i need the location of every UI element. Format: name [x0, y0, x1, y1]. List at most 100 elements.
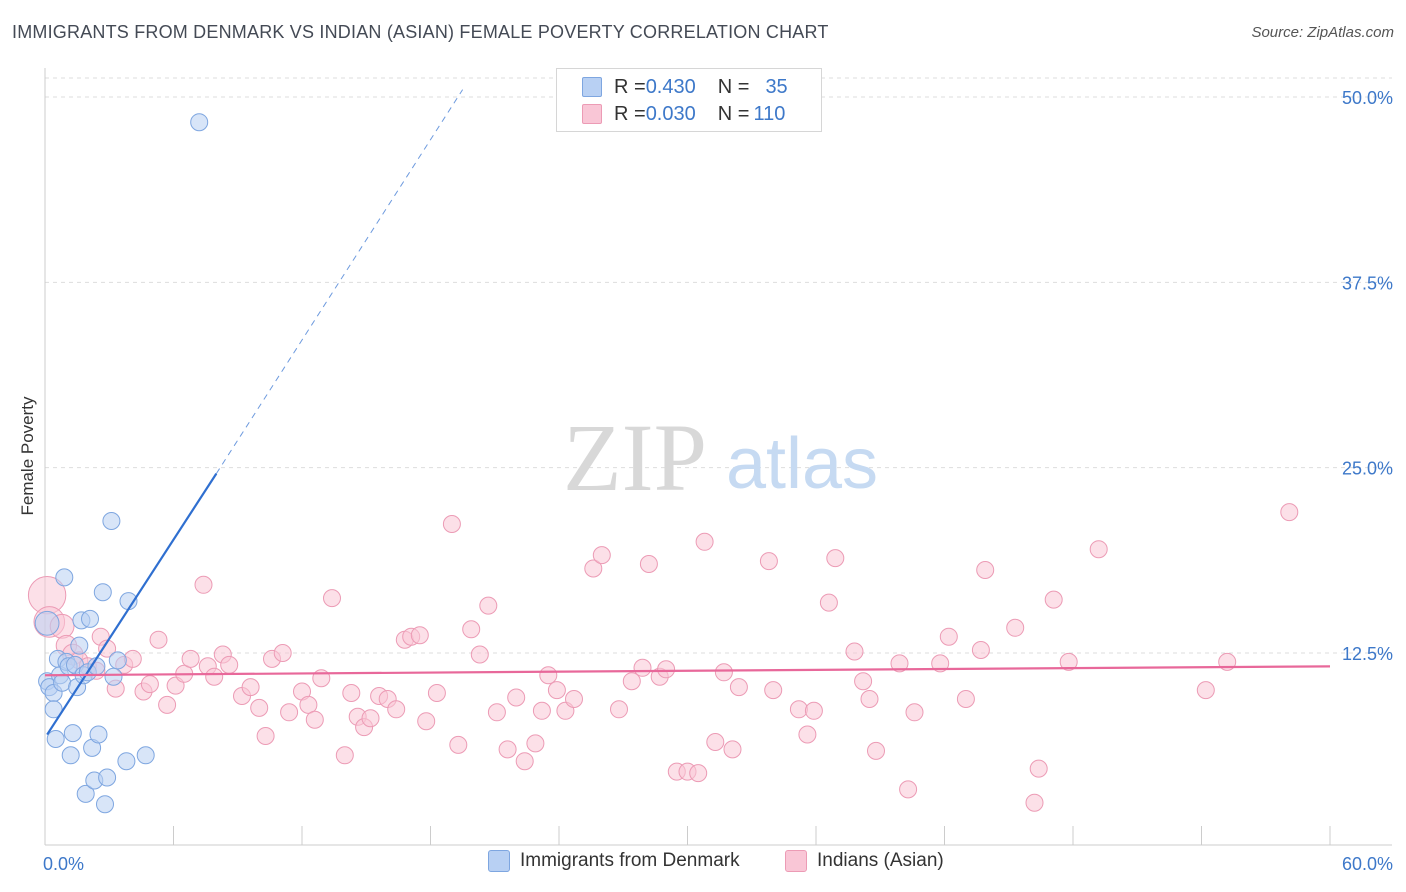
data-point [158, 695, 177, 714]
data-point [860, 690, 879, 708]
data-point [971, 641, 990, 659]
data-point [714, 663, 733, 682]
chart-title: IMMIGRANTS FROM DENMARK VS INDIAN (ASIAN… [12, 22, 829, 42]
data-point [140, 675, 159, 694]
tick-labels: 12.5% 25.0% 37.5% 50.0% 0.0% 60.0% [43, 88, 1393, 874]
trend-line-denmark [46, 472, 218, 736]
legend-label: Indians (Asian) [817, 850, 944, 871]
data-point [205, 667, 224, 686]
data-point [845, 642, 864, 661]
data-point [1280, 503, 1299, 522]
data-point [181, 649, 200, 668]
data-point [417, 712, 436, 731]
legend-n-label: N = [717, 102, 750, 125]
trend-lines [44, 89, 1331, 736]
data-point [342, 684, 361, 702]
legend-swatch-pink [582, 104, 602, 124]
data-point [250, 698, 269, 717]
data-point [515, 752, 534, 771]
legend-n-value: 110 [753, 102, 786, 125]
legend-label: Immigrants from Denmark [520, 850, 740, 871]
data-point [104, 667, 123, 686]
data-point [63, 724, 82, 743]
legend-row-indians: R = 0.030 N = 110 [557, 101, 785, 127]
data-point [804, 701, 823, 720]
trend-line-indians [44, 665, 1331, 677]
data-point [149, 630, 168, 649]
data-point [93, 583, 112, 602]
data-point [442, 515, 461, 533]
data-point [622, 672, 641, 691]
data-point [479, 596, 498, 615]
data-point [76, 784, 95, 803]
data-point [470, 645, 489, 664]
legend-r-label: R = [614, 75, 646, 98]
data-point [826, 549, 845, 568]
data-point [1044, 590, 1063, 609]
data-point [256, 727, 275, 745]
data-point [584, 559, 603, 578]
x-tick-label: 60.0% [1342, 854, 1393, 874]
series-denmark-points [34, 113, 209, 814]
axes [44, 68, 1392, 846]
data-point [96, 795, 114, 814]
data-point [117, 752, 136, 771]
data-point [487, 703, 506, 722]
data-point [410, 626, 429, 645]
data-point [190, 113, 209, 132]
legend-row-denmark: R = 0.430 N = 35 [557, 74, 788, 100]
data-point [1196, 681, 1215, 700]
data-point [1059, 652, 1078, 671]
legend-item-indians[interactable]: Indians (Asian) [785, 850, 944, 872]
data-point [55, 568, 74, 587]
data-point [867, 741, 885, 760]
data-point [361, 709, 380, 728]
data-point [931, 654, 950, 673]
data-point [759, 552, 778, 571]
data-point [723, 740, 742, 759]
data-point [565, 690, 583, 708]
watermark: ZIP atlas [563, 404, 878, 511]
data-point [789, 700, 808, 719]
y-tick-label: 25.0% [1342, 459, 1393, 479]
data-point [729, 678, 748, 697]
data-point [956, 690, 975, 708]
data-point [427, 684, 446, 702]
data-point [335, 746, 354, 765]
y-tick-label: 37.5% [1342, 273, 1393, 293]
legend-r-value: 0.030 [645, 102, 696, 125]
data-point [44, 700, 63, 719]
legend-r-label: R = [614, 102, 646, 125]
legend-n-value: 35 [765, 75, 788, 98]
data-point [273, 644, 292, 662]
data-point [1006, 618, 1025, 637]
data-point [53, 673, 72, 692]
legend-swatch-blue [488, 850, 510, 872]
data-point [905, 703, 924, 722]
y-tick-label: 50.0% [1342, 88, 1393, 108]
legend-item-denmark[interactable]: Immigrants from Denmark [488, 850, 740, 872]
data-point [507, 688, 526, 707]
data-point [1025, 793, 1044, 812]
data-point [706, 733, 725, 751]
trend-line-denmark-extrapolated [215, 89, 464, 474]
data-point [46, 730, 65, 748]
data-point [1089, 540, 1108, 559]
data-point [689, 764, 708, 783]
data-point [241, 678, 260, 697]
data-point [498, 740, 517, 759]
data-point [1029, 759, 1048, 778]
data-point [633, 658, 652, 677]
gridlines [45, 77, 1392, 654]
data-point [323, 589, 341, 608]
data-point [695, 532, 714, 551]
x-tick-label: 0.0% [43, 854, 84, 874]
data-point [798, 725, 817, 744]
data-point [136, 746, 155, 765]
data-point [98, 768, 117, 787]
legend-r-value: 0.430 [645, 75, 696, 98]
data-point [194, 575, 213, 594]
data-point [639, 555, 658, 573]
correlation-legend: R = 0.430 N = 35 R = 0.030 N = 110 [556, 68, 822, 132]
